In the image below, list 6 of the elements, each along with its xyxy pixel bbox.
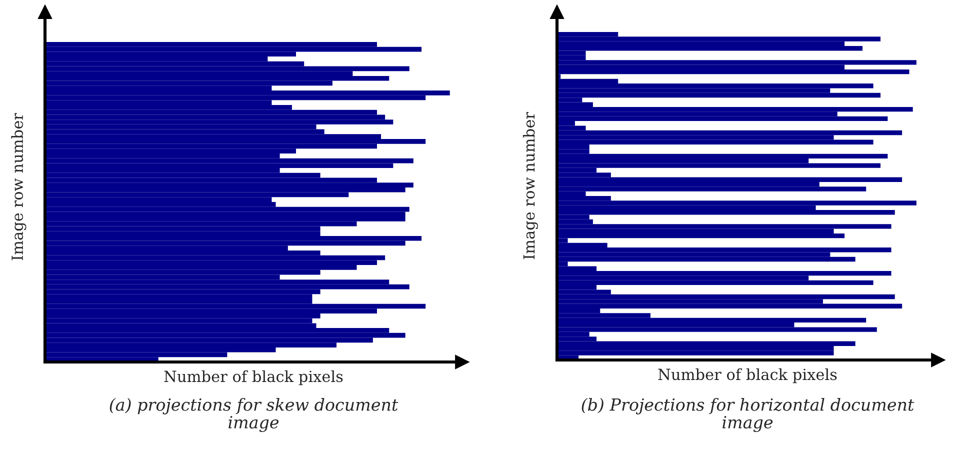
y-axis-title: Image row number (11, 112, 26, 260)
x-axis-title: Number of black pixels (164, 370, 343, 386)
x-axis-title: Number of black pixels (658, 368, 837, 384)
y-axis-title: Image row number (522, 112, 538, 260)
text: (a) projections for skew document image (110, 398, 398, 432)
text: (b) Projections for horizontal document image (582, 398, 914, 432)
